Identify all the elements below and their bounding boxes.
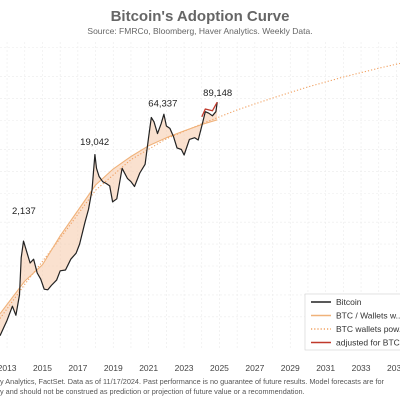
price-annotation: 64,337	[148, 99, 177, 110]
legend-label: BTC wallets pow...	[336, 324, 400, 334]
x-tick-label: 2025	[210, 363, 229, 373]
series-line-wallets-power-law	[0, 62, 400, 319]
x-tick-label: 2023	[175, 363, 194, 373]
x-tick-label: 2031	[316, 363, 335, 373]
x-tick-label: 2015	[33, 363, 52, 373]
x-tick-label: 2033	[352, 363, 371, 373]
series-lines	[0, 62, 400, 336]
footnote-line-2: y and should not be construed as predict…	[0, 387, 305, 396]
x-tick-label: 2021	[139, 363, 158, 373]
price-annotation: 2,137	[12, 206, 36, 217]
x-tick-label: 2029	[281, 363, 300, 373]
legend-box	[304, 293, 400, 351]
x-tick-label: 2027	[245, 363, 264, 373]
chart-subtitle: Source: FMRCo, Bloomberg, Haver Analytic…	[87, 26, 312, 36]
chart-title: Bitcoin's Adoption Curve	[111, 8, 290, 25]
x-tick-label: 2019	[104, 363, 123, 373]
series-line-bitcoin	[0, 102, 218, 336]
fair-value-band	[0, 102, 218, 336]
x-tick-label: 2013	[0, 363, 17, 373]
price-annotations: 2,137 19,042 64,337 89,148	[12, 88, 232, 217]
price-annotation: 19,042	[80, 137, 109, 148]
legend: Bitcoin BTC / Wallets w... BTC wallets pow…	[304, 293, 400, 351]
x-axis-ticks: 2013 2015 2017 2019 2021 2023 2025 2027 2029 2031…	[0, 363, 400, 373]
series-line-btc-wallets	[0, 119, 218, 315]
legend-label: Bitcoin	[336, 297, 362, 307]
legend-label: BTC / Wallets w...	[336, 311, 400, 321]
price-annotation: 89,148	[203, 88, 232, 99]
series-line-adjusted	[201, 101, 218, 118]
legend-label: adjusted for BTC...	[336, 338, 400, 348]
x-tick-label: 2035	[387, 363, 400, 373]
footnote-line-1: y Analytics, FactSet. Data as of 11/17/2…	[0, 377, 384, 386]
x-tick-label: 2017	[68, 363, 87, 373]
